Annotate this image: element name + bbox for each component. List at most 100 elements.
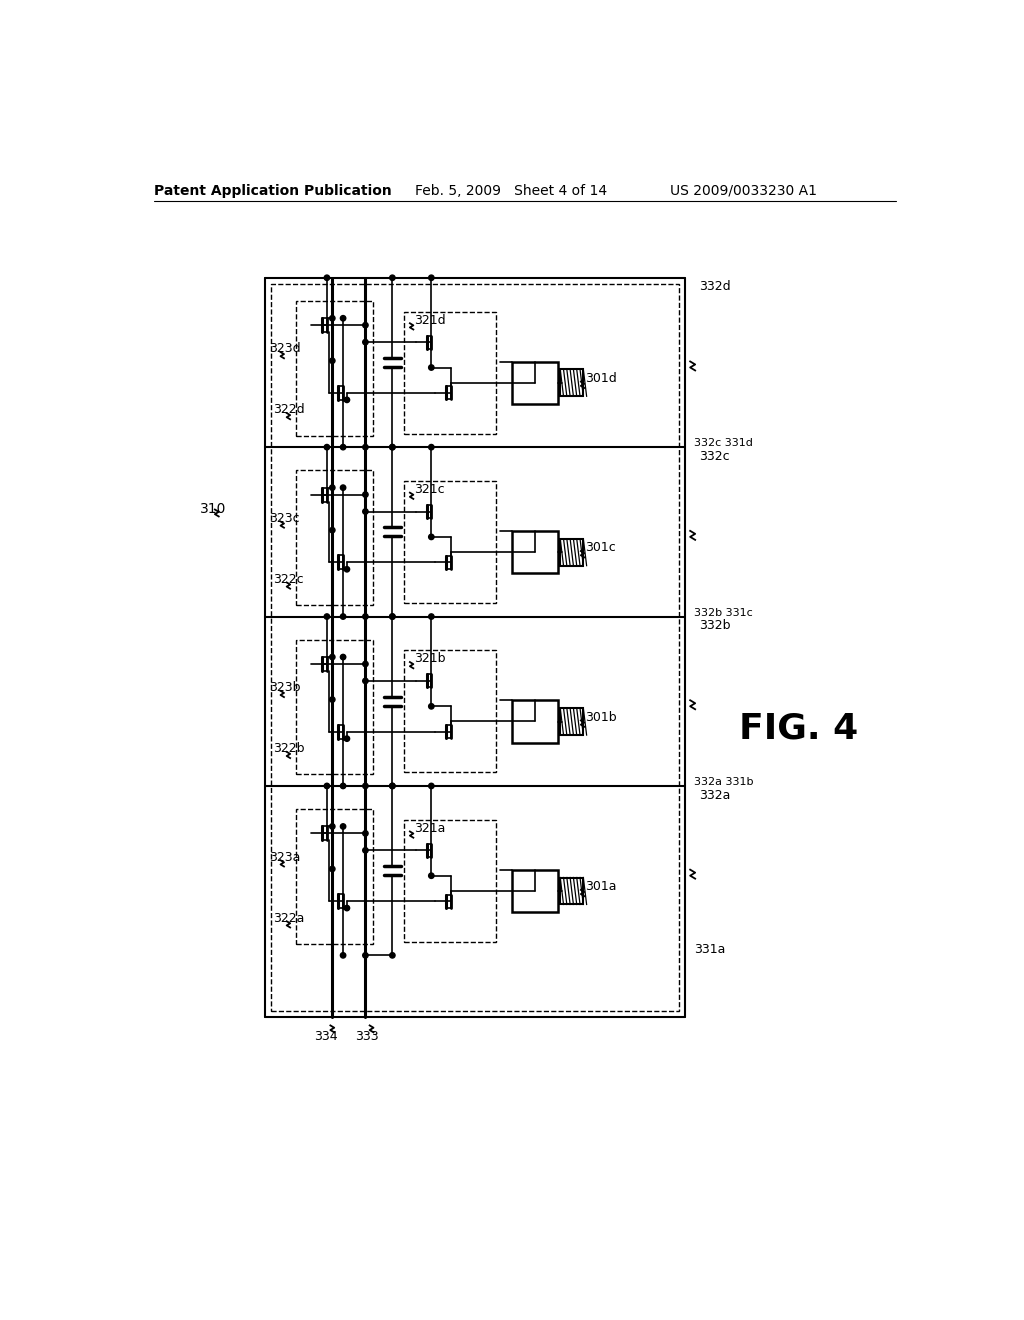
Bar <box>403 651 497 772</box>
Text: Feb. 5, 2009   Sheet 4 of 14: Feb. 5, 2009 Sheet 4 of 14 <box>416 183 607 198</box>
Circle shape <box>362 492 368 498</box>
Bar <box>271 284 679 1011</box>
Circle shape <box>325 783 330 788</box>
Bar <box>512 362 558 404</box>
Circle shape <box>340 953 346 958</box>
Text: 321d: 321d <box>414 314 445 326</box>
Text: 323d: 323d <box>269 342 301 355</box>
Bar <box>560 370 584 396</box>
Bar <box>403 312 497 433</box>
Bar <box>296 470 373 605</box>
Circle shape <box>330 824 335 829</box>
Text: 332a: 332a <box>698 788 730 801</box>
Text: 322d: 322d <box>273 404 304 416</box>
Circle shape <box>330 697 335 702</box>
Circle shape <box>429 364 434 370</box>
Text: 331a: 331a <box>694 942 726 956</box>
Text: 332b 331c: 332b 331c <box>694 607 753 618</box>
Circle shape <box>429 614 434 619</box>
Circle shape <box>325 445 330 450</box>
Text: 333: 333 <box>355 1030 379 1043</box>
Circle shape <box>340 783 346 788</box>
Text: 323a: 323a <box>269 850 300 863</box>
Circle shape <box>390 275 395 280</box>
Text: 321c: 321c <box>414 483 444 496</box>
Text: 332d: 332d <box>698 280 730 293</box>
Circle shape <box>362 678 368 684</box>
Circle shape <box>362 445 368 450</box>
Circle shape <box>340 824 346 829</box>
Bar <box>296 640 373 775</box>
Text: 322c: 322c <box>273 573 304 586</box>
Circle shape <box>362 661 368 667</box>
Text: 323c: 323c <box>269 512 300 525</box>
Circle shape <box>344 397 349 403</box>
Text: 322b: 322b <box>273 742 304 755</box>
Text: 323b: 323b <box>269 681 301 694</box>
Circle shape <box>390 445 395 450</box>
Text: 332b: 332b <box>698 619 730 632</box>
Text: 334: 334 <box>314 1030 338 1043</box>
Circle shape <box>340 655 346 660</box>
Text: 332c: 332c <box>698 450 729 463</box>
Bar <box>403 480 497 603</box>
Circle shape <box>330 528 335 533</box>
Circle shape <box>429 873 434 878</box>
Circle shape <box>330 358 335 363</box>
Circle shape <box>390 445 395 450</box>
Circle shape <box>390 783 395 788</box>
Circle shape <box>325 275 330 280</box>
Circle shape <box>330 315 335 321</box>
Circle shape <box>362 339 368 345</box>
Circle shape <box>344 566 349 572</box>
Circle shape <box>362 322 368 327</box>
Circle shape <box>340 315 346 321</box>
Circle shape <box>330 866 335 871</box>
Circle shape <box>344 737 349 742</box>
Circle shape <box>362 953 368 958</box>
Circle shape <box>429 704 434 709</box>
Text: 301c: 301c <box>585 541 615 554</box>
Text: 301b: 301b <box>585 711 616 723</box>
Circle shape <box>390 783 395 788</box>
Circle shape <box>362 614 368 619</box>
Text: US 2009/0033230 A1: US 2009/0033230 A1 <box>670 183 816 198</box>
Bar <box>296 301 373 436</box>
Text: 332c 331d: 332c 331d <box>694 438 753 449</box>
Circle shape <box>325 614 330 619</box>
Text: 301a: 301a <box>585 880 616 894</box>
Circle shape <box>330 484 335 490</box>
Text: 310: 310 <box>200 502 226 516</box>
Circle shape <box>390 953 395 958</box>
Text: 321b: 321b <box>414 652 445 665</box>
Circle shape <box>362 830 368 836</box>
Bar <box>512 870 558 912</box>
Circle shape <box>429 275 434 280</box>
Text: 322a: 322a <box>273 912 304 924</box>
Circle shape <box>429 783 434 788</box>
Text: 332a 331b: 332a 331b <box>694 777 754 787</box>
Circle shape <box>330 655 335 660</box>
Circle shape <box>362 847 368 853</box>
Text: Patent Application Publication: Patent Application Publication <box>154 183 391 198</box>
Circle shape <box>429 445 434 450</box>
Bar <box>512 531 558 573</box>
Bar <box>296 809 373 944</box>
Circle shape <box>362 783 368 788</box>
Circle shape <box>362 508 368 515</box>
Circle shape <box>340 484 346 490</box>
Text: 301d: 301d <box>585 372 616 385</box>
Circle shape <box>344 906 349 911</box>
Bar <box>560 878 584 904</box>
Text: 321a: 321a <box>414 822 445 834</box>
Circle shape <box>340 445 346 450</box>
Circle shape <box>390 614 395 619</box>
Circle shape <box>429 535 434 540</box>
Circle shape <box>390 614 395 619</box>
Bar <box>403 820 497 941</box>
Bar <box>560 708 584 735</box>
Circle shape <box>340 614 346 619</box>
Bar <box>512 701 558 743</box>
Text: FIG. 4: FIG. 4 <box>739 711 858 746</box>
Bar <box>560 539 584 566</box>
